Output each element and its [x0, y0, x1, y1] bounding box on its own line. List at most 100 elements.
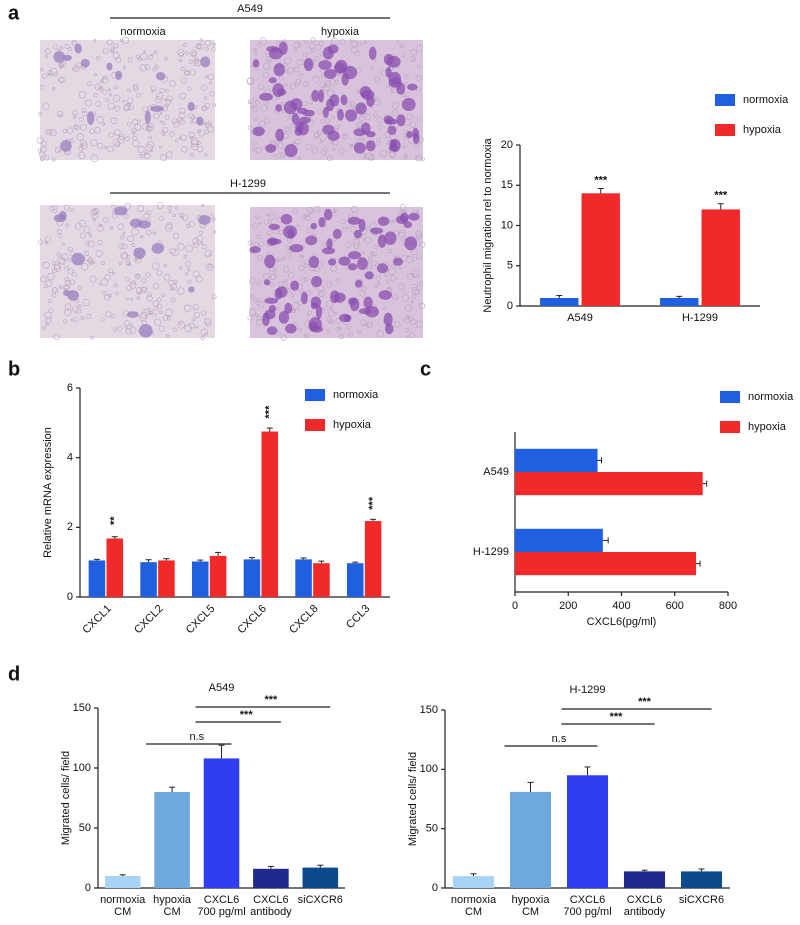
texture: [211, 294, 217, 300]
texture: [63, 204, 70, 211]
texture: [165, 88, 169, 93]
texture: [48, 308, 54, 314]
texture: [384, 132, 391, 139]
texture: [353, 242, 360, 249]
texture: [306, 228, 312, 233]
cell: [396, 114, 406, 127]
x-tick-label: hypoxia: [153, 894, 192, 906]
texture: [207, 73, 215, 81]
texture: [291, 140, 296, 145]
texture: [410, 300, 414, 304]
texture: [411, 284, 418, 291]
texture: [397, 231, 406, 239]
error-bar: [641, 869, 648, 872]
texture: [110, 47, 115, 52]
legend-swatch: [305, 419, 325, 431]
texture: [134, 258, 138, 262]
texture: [159, 216, 164, 221]
texture: [102, 48, 109, 54]
texture: [407, 255, 410, 259]
texture: [387, 286, 391, 290]
x-tick-label: 600: [666, 600, 684, 612]
texture: [204, 39, 212, 47]
texture: [276, 306, 281, 311]
texture: [178, 321, 183, 326]
texture: [410, 121, 417, 128]
x-tick-label: CXCL6: [235, 603, 269, 637]
x-tick-label: CM: [164, 906, 181, 918]
y-tick-label: 0: [85, 882, 91, 894]
cell: [343, 65, 358, 80]
texture: [269, 282, 274, 287]
texture: [103, 217, 109, 223]
texture: [45, 240, 49, 244]
texture: [260, 104, 268, 112]
texture: [53, 72, 58, 77]
texture: [42, 261, 50, 269]
texture: [290, 293, 295, 298]
texture: [90, 154, 99, 163]
texture: [81, 111, 88, 117]
texture: [189, 69, 196, 76]
texture: [201, 244, 207, 250]
texture: [101, 88, 108, 95]
cell: [311, 89, 320, 102]
texture: [101, 261, 105, 265]
texture: [413, 144, 420, 150]
cell: [408, 212, 420, 221]
texture: [170, 282, 177, 290]
texture: [140, 311, 148, 319]
texture: [71, 40, 77, 46]
texture: [81, 108, 87, 113]
texture: [75, 307, 82, 314]
texture: [64, 303, 72, 311]
texture: [293, 66, 300, 73]
y-tick-label: 150: [73, 702, 91, 714]
texture: [69, 279, 75, 285]
texture: [109, 93, 113, 97]
texture: [305, 215, 311, 221]
texture: [107, 293, 112, 298]
texture: [47, 298, 53, 304]
texture: [155, 96, 163, 104]
texture: [376, 330, 385, 338]
texture: [416, 232, 423, 240]
cell: [259, 92, 273, 101]
texture: [67, 268, 75, 275]
texture: [247, 125, 253, 131]
texture: [308, 42, 316, 49]
texture: [120, 235, 125, 240]
cell: [188, 286, 195, 293]
bar: [680, 871, 723, 888]
texture: [183, 304, 192, 312]
y-tick-label: 5: [507, 260, 513, 272]
texture: [267, 58, 272, 63]
x-tick-label: CCL3: [344, 603, 372, 631]
y-axis-label: Migrated cells/ field: [407, 752, 419, 846]
texture: [289, 83, 296, 90]
texture: [143, 50, 146, 54]
cell: [327, 44, 339, 54]
texture: [129, 326, 137, 334]
texture: [327, 310, 335, 318]
texture: [147, 308, 154, 315]
cell: [151, 243, 165, 254]
legend-swatch: [305, 389, 325, 401]
cell: [322, 107, 329, 118]
texture: [145, 144, 153, 152]
texture: [385, 280, 390, 284]
bar: [313, 563, 330, 597]
texture: [156, 269, 163, 276]
cell: [384, 118, 398, 125]
error-bar: [696, 560, 701, 567]
cell: [266, 326, 278, 336]
cell: [284, 302, 293, 314]
y-tick-label: 20: [501, 139, 513, 151]
cell: [364, 306, 379, 318]
texture: [342, 134, 348, 140]
cell: [349, 297, 360, 312]
cell: [407, 83, 418, 91]
texture: [309, 48, 314, 53]
texture: [146, 209, 152, 216]
texture: [372, 112, 377, 117]
